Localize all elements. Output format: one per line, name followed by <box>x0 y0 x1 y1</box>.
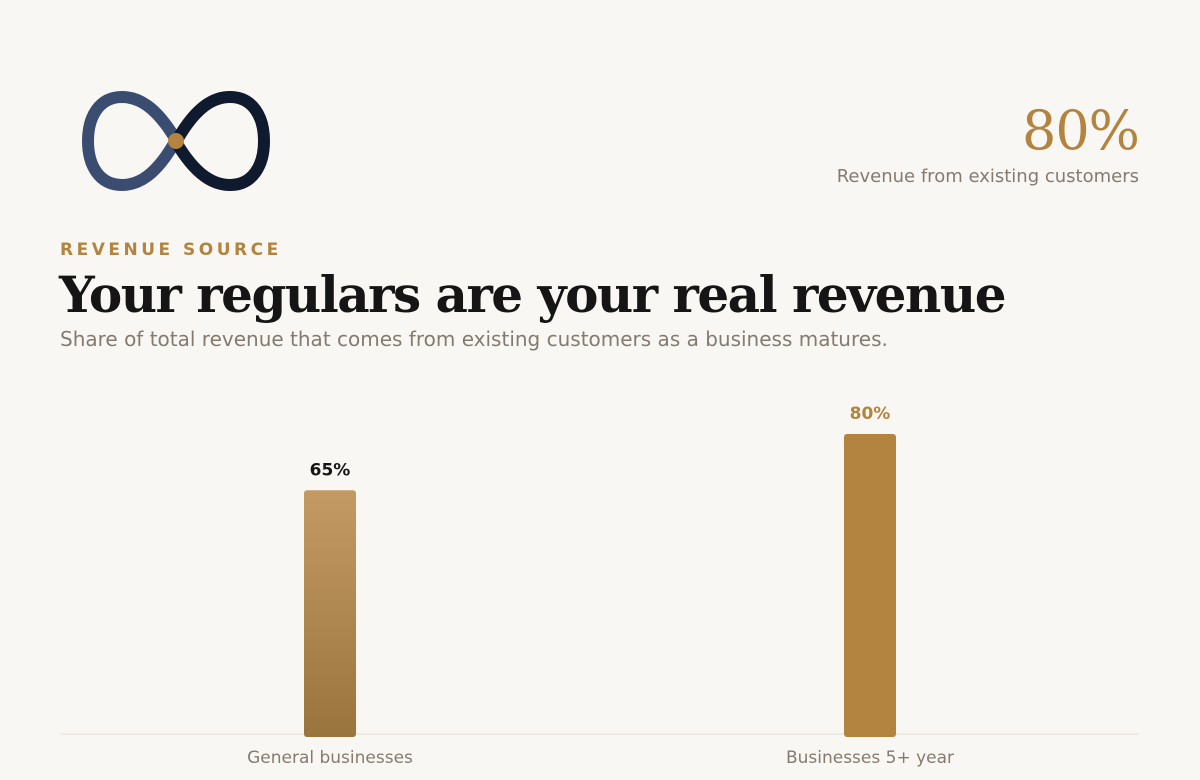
stat-value: 80% <box>1021 99 1140 162</box>
bar-0 <box>304 490 356 737</box>
page-title: Your regulars are your real revenue <box>59 265 1007 324</box>
bar-1 <box>844 434 896 737</box>
page-subtitle: Share of total revenue that comes from e… <box>60 327 888 351</box>
bar-value-label-0: 65% <box>310 460 351 480</box>
infinity-center-dot <box>168 133 184 149</box>
category-label-1: Businesses 5+ year <box>786 748 954 768</box>
infinity-left-loop <box>82 91 182 191</box>
infinity-logo-icon <box>82 91 270 191</box>
section-eyebrow: REVENUE SOURCE <box>60 240 282 260</box>
category-label-0: General businesses <box>247 748 413 768</box>
headline-stat: 80% Revenue from existing customers <box>836 96 1140 187</box>
infinity-right-loop <box>170 91 270 191</box>
bar-value-label-1: 80% <box>850 404 891 424</box>
stat-label: Revenue from existing customers <box>836 166 1139 187</box>
